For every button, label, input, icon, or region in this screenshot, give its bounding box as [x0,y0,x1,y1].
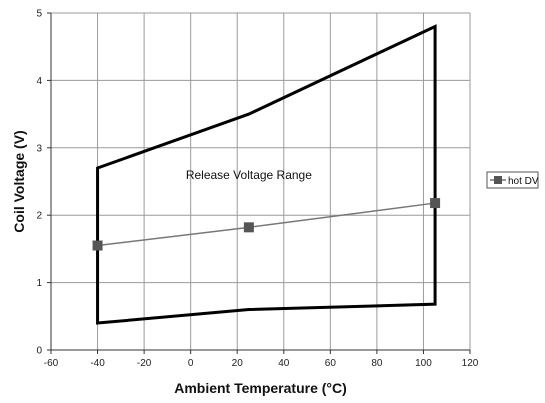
release-voltage-envelope [96,24,437,325]
x-tick-label: -40 [90,358,105,369]
x-tick-label: -20 [137,358,152,369]
x-tick-label: -60 [44,358,59,369]
data-point-hot-dv [430,198,441,209]
legend: hot DV [486,171,539,189]
x-tick-label: 20 [232,358,244,369]
y-tick-label: 0 [36,346,42,357]
y-tick-label: 1 [36,278,42,289]
legend-marker-swatch [494,176,502,184]
x-tick-label: 120 [462,358,479,369]
x-tick-label: 0 [188,358,194,369]
y-tick-label: 4 [36,76,42,87]
y-tick-label: 3 [36,143,42,154]
x-tick-label: 80 [371,358,383,369]
x-tick-label: 60 [325,358,337,369]
series-layer [92,198,441,251]
x-tick-label: 100 [415,358,432,369]
x-axis-title: Ambient Temperature (°C) [174,380,347,396]
legend-label-hot-dv: hot DV [508,176,539,187]
series-line-hot-dv [97,202,436,247]
axis-layer: -60 -40 -20 0 20 40 60 80 100 120 0 1 2 3 4 5 [36,9,478,370]
data-point-hot-dv [92,240,103,251]
x-tick-label: 40 [278,358,290,369]
y-tick-label: 2 [36,211,42,222]
envelope-layer [96,24,437,325]
data-point-hot-dv [243,222,254,233]
y-axis-title: Coil Voltage (V) [11,130,27,232]
release-voltage-range-label: Release Voltage Range [186,168,312,182]
y-tick-label: 5 [36,9,42,20]
